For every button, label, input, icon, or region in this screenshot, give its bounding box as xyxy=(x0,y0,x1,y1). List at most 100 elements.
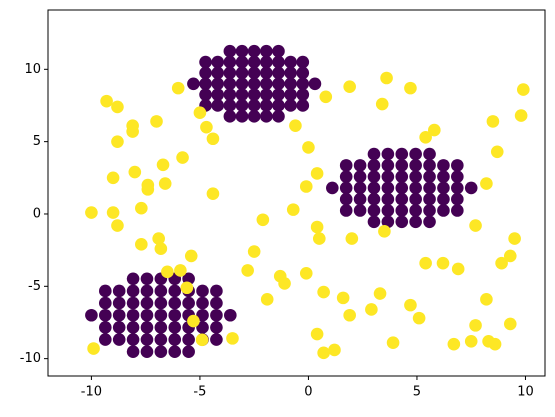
point xyxy=(128,165,142,179)
point xyxy=(378,225,391,238)
point xyxy=(235,110,249,123)
point xyxy=(404,81,417,95)
point xyxy=(380,71,393,85)
point xyxy=(296,99,310,112)
point xyxy=(174,264,187,277)
point xyxy=(111,100,124,114)
point xyxy=(140,333,154,346)
point xyxy=(365,303,378,316)
point xyxy=(451,181,464,195)
point xyxy=(168,333,182,346)
point xyxy=(260,55,273,69)
point xyxy=(196,308,209,322)
point xyxy=(126,345,140,358)
point xyxy=(260,110,273,123)
point xyxy=(395,215,409,229)
point xyxy=(395,147,409,161)
point xyxy=(480,293,493,306)
point xyxy=(353,181,367,195)
point xyxy=(272,55,285,69)
point xyxy=(490,145,504,159)
point xyxy=(154,308,168,322)
point xyxy=(319,90,333,104)
y-tick-label: -10 xyxy=(20,351,41,366)
point xyxy=(154,284,168,298)
point xyxy=(210,284,223,298)
point xyxy=(154,242,168,255)
point xyxy=(409,204,422,217)
point xyxy=(241,264,254,277)
point xyxy=(182,296,195,310)
point xyxy=(451,204,464,217)
point xyxy=(87,342,100,355)
point xyxy=(296,77,310,91)
point xyxy=(98,333,112,346)
y-tick-label: 10 xyxy=(24,62,41,77)
point xyxy=(158,177,172,190)
point xyxy=(373,287,387,300)
point xyxy=(106,206,120,219)
point xyxy=(381,147,395,161)
point xyxy=(150,115,163,128)
point xyxy=(247,110,261,123)
point xyxy=(381,170,395,183)
point xyxy=(211,77,225,91)
point xyxy=(184,249,198,263)
point xyxy=(284,77,297,91)
point xyxy=(419,131,432,144)
x-tick-label: -10 xyxy=(81,385,102,400)
point xyxy=(381,215,395,229)
point xyxy=(464,181,478,195)
point xyxy=(100,94,113,108)
point xyxy=(386,336,400,350)
plot-area xyxy=(85,44,530,360)
point xyxy=(126,321,140,334)
point xyxy=(141,183,155,196)
point xyxy=(296,55,310,69)
point xyxy=(345,232,359,245)
point xyxy=(223,77,237,91)
point xyxy=(112,296,126,310)
point xyxy=(247,44,261,58)
point xyxy=(339,192,353,206)
point xyxy=(451,262,465,276)
point xyxy=(210,333,223,346)
point xyxy=(272,77,285,91)
point xyxy=(412,311,426,325)
point xyxy=(98,296,112,310)
point xyxy=(182,345,195,358)
point xyxy=(278,277,291,290)
point xyxy=(98,308,112,322)
point xyxy=(272,44,285,58)
x-tick-label: -5 xyxy=(193,385,206,400)
point xyxy=(272,110,285,123)
point xyxy=(235,99,249,112)
point xyxy=(152,232,165,245)
point xyxy=(187,314,200,328)
point xyxy=(447,337,461,351)
point xyxy=(260,77,273,91)
point xyxy=(286,203,300,216)
point xyxy=(367,170,381,183)
point xyxy=(200,120,213,134)
point xyxy=(419,256,432,270)
point xyxy=(336,291,350,305)
point xyxy=(486,115,500,128)
point xyxy=(140,308,154,322)
point xyxy=(171,81,185,95)
point xyxy=(353,170,367,183)
point xyxy=(367,181,381,195)
point xyxy=(367,159,381,172)
point xyxy=(210,321,223,334)
point xyxy=(260,66,273,80)
point xyxy=(235,77,249,91)
point xyxy=(339,181,353,195)
point xyxy=(135,201,148,215)
point xyxy=(223,99,237,112)
point xyxy=(395,159,409,172)
point xyxy=(98,284,112,298)
point xyxy=(339,204,353,217)
point xyxy=(310,327,324,341)
point xyxy=(176,151,189,164)
point xyxy=(508,232,521,245)
